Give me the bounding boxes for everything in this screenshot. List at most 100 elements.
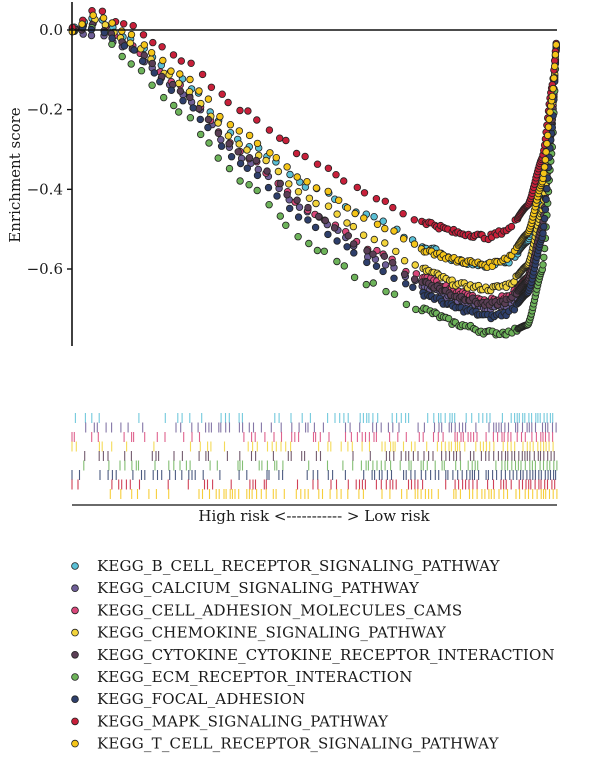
enrichment-point bbox=[541, 156, 550, 164]
enrichment-point bbox=[381, 197, 389, 205]
enrichment-point bbox=[272, 153, 280, 162]
enrichment-point bbox=[217, 142, 226, 150]
enrichment-point bbox=[402, 280, 410, 288]
enrichment-point bbox=[539, 229, 547, 237]
enrichment-point bbox=[312, 184, 321, 192]
legend-marker bbox=[71, 606, 79, 615]
legend-item: KEGG_CELL_ADHESION_MOLECULES_CAMS bbox=[71, 601, 462, 619]
enrichment-point bbox=[282, 136, 290, 145]
enrichment-point bbox=[176, 87, 185, 95]
enrichment-point bbox=[370, 212, 378, 221]
enrichment-point bbox=[266, 149, 274, 157]
enrichment-point bbox=[214, 129, 223, 137]
enrichment-point bbox=[379, 217, 387, 225]
enrichment-point bbox=[343, 204, 352, 212]
enrichment-point bbox=[118, 27, 126, 35]
enrichment-point bbox=[312, 199, 320, 208]
hit-rug-row-2 bbox=[71, 432, 554, 442]
enrichment-point bbox=[225, 164, 234, 173]
enrichment-point bbox=[89, 11, 97, 19]
y-tick-label: 0.0 bbox=[39, 21, 63, 39]
enrichment-point bbox=[129, 22, 137, 30]
enrichment-point bbox=[177, 57, 185, 65]
enrichment-point bbox=[343, 219, 351, 227]
enrichment-point bbox=[399, 235, 408, 243]
y-tick-label: −0.6 bbox=[27, 260, 63, 278]
x-axis-caption: High risk <----------- > Low risk bbox=[198, 507, 430, 525]
enrichment-point bbox=[400, 270, 409, 278]
enrichment-point bbox=[360, 189, 369, 197]
enrichment-point bbox=[292, 149, 301, 158]
enrichment-point bbox=[235, 127, 243, 135]
enrichment-point bbox=[234, 148, 242, 156]
enrichment-point bbox=[265, 200, 273, 209]
enrichment-point bbox=[324, 230, 332, 239]
enrichment-point bbox=[159, 93, 168, 102]
enrichment-point bbox=[380, 252, 389, 260]
enrichment-point bbox=[179, 96, 187, 105]
enrichment-point bbox=[445, 314, 453, 323]
enrichment-point bbox=[360, 214, 368, 222]
enrichment-point bbox=[235, 140, 243, 148]
enrichment-point bbox=[390, 274, 398, 282]
enrichment-point bbox=[542, 195, 550, 203]
enrichment-point bbox=[321, 216, 329, 225]
hit-rug-row-5 bbox=[83, 460, 558, 471]
enrichment-point bbox=[542, 148, 550, 156]
enrichment-point bbox=[130, 46, 138, 54]
legend-label: KEGG_MAPK_SIGNALING_PATHWAY bbox=[97, 712, 389, 730]
enrichment-point bbox=[245, 180, 253, 189]
enrichment-point bbox=[332, 170, 340, 179]
enrichment-point bbox=[335, 196, 343, 204]
enrichment-point bbox=[410, 216, 418, 224]
enrichment-point bbox=[324, 202, 333, 210]
enrichment-point bbox=[410, 275, 419, 283]
enrichment-point bbox=[236, 177, 244, 185]
enrichment-point bbox=[294, 232, 302, 241]
enrichment-point bbox=[196, 115, 204, 124]
legend-label: KEGG_ECM_RECEPTOR_INTERACTION bbox=[97, 668, 413, 686]
enrichment-point bbox=[159, 56, 167, 65]
enrichment-point bbox=[204, 95, 213, 103]
enrichment-point bbox=[245, 153, 254, 162]
legend-item: KEGG_CALCIUM_SIGNALING_PATHWAY bbox=[71, 579, 420, 597]
hit-rug-row-1 bbox=[85, 422, 557, 433]
enrichment-point bbox=[167, 67, 175, 75]
enrichment-point bbox=[410, 240, 419, 248]
enrichment-point bbox=[294, 187, 303, 196]
enrichment-point bbox=[293, 196, 301, 204]
enrichment-point bbox=[265, 126, 274, 134]
legend-marker bbox=[71, 695, 79, 703]
enrichment-point bbox=[541, 205, 550, 214]
legend-label: KEGG_CELL_ADHESION_MOLECULES_CAMS bbox=[97, 601, 462, 619]
enrichment-point bbox=[315, 212, 323, 221]
y-tick-label: −0.2 bbox=[27, 101, 63, 119]
enrichment-point bbox=[283, 163, 291, 171]
enrichment-point bbox=[205, 139, 213, 147]
enrichment-point bbox=[363, 246, 371, 255]
series-8 bbox=[68, 11, 560, 271]
enrichment-point bbox=[507, 222, 516, 231]
enrichment-point bbox=[253, 116, 261, 124]
enrichment-point bbox=[252, 156, 260, 165]
enrichment-point bbox=[195, 87, 203, 95]
enrichment-point bbox=[108, 19, 116, 27]
legend-item: KEGG_FOCAL_ADHESION bbox=[71, 690, 305, 708]
enrichment-point bbox=[243, 146, 251, 154]
legend-label: KEGG_B_CELL_RECEPTOR_SIGNALING_PATHWAY bbox=[97, 557, 501, 575]
enrichment-point bbox=[544, 123, 553, 131]
legend: KEGG_B_CELL_RECEPTOR_SIGNALING_PATHWAY KE… bbox=[71, 557, 555, 753]
enrichment-point bbox=[313, 246, 322, 255]
legend-label: KEGG_CYTOKINE_CYTOKINE_RECEPTOR_INTERACT… bbox=[97, 646, 555, 664]
enrichment-point bbox=[311, 223, 320, 232]
enrichment-point bbox=[369, 250, 377, 258]
legend-label: KEGG_CHEMOKINE_SIGNALING_PATHWAY bbox=[97, 624, 447, 642]
enrichment-point bbox=[196, 130, 205, 139]
enrichment-point bbox=[98, 7, 107, 15]
enrichment-point bbox=[204, 115, 213, 124]
enrichment-point bbox=[137, 66, 146, 75]
enrichment-point bbox=[372, 194, 381, 203]
enrichment-point bbox=[381, 224, 389, 233]
enrichment-point bbox=[343, 243, 351, 251]
